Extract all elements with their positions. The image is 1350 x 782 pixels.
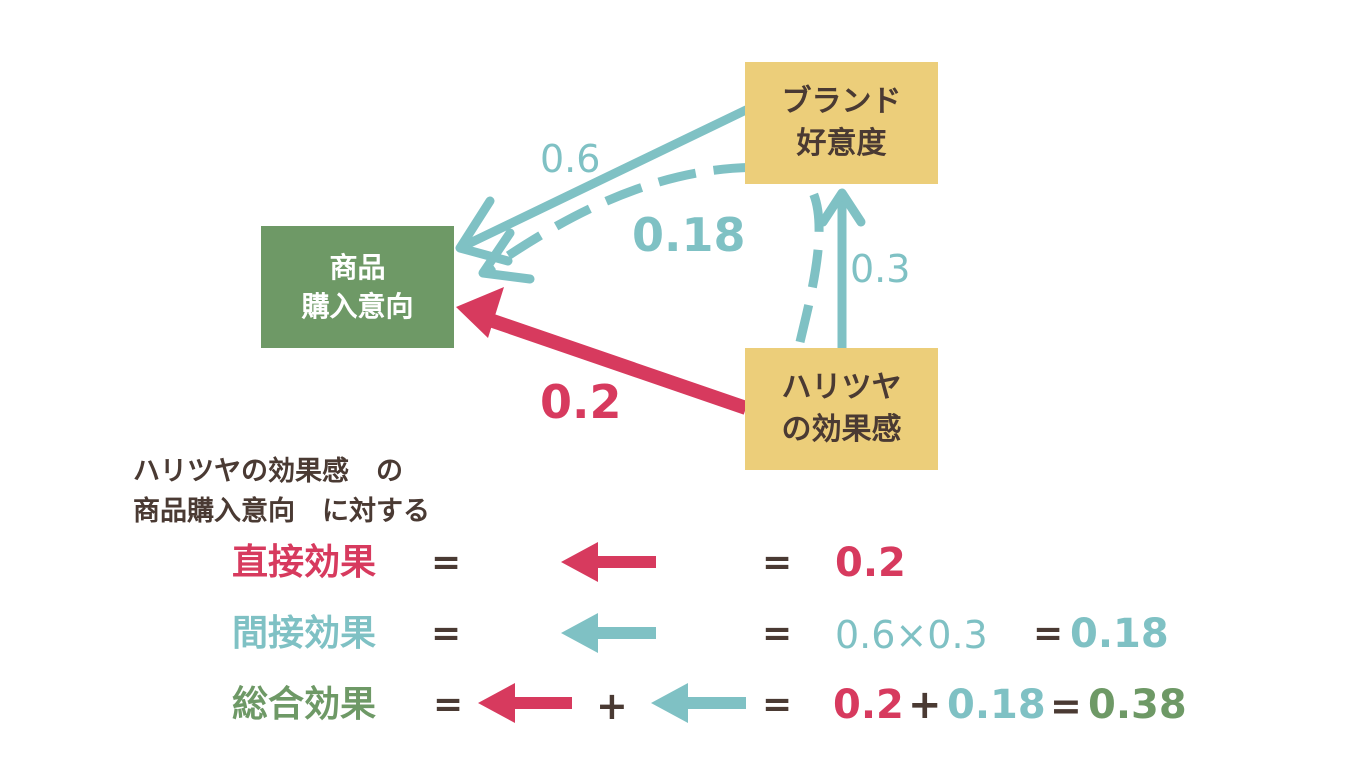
total-plus-2: + <box>908 682 942 728</box>
node-harituya-line1: ハリツヤ <box>781 370 902 405</box>
label-indirect-effect: 間接効果 <box>232 613 377 654</box>
edge-label-0-18: 0.18 <box>632 208 746 262</box>
indirect-value: 0.18 <box>1070 611 1169 657</box>
arrowhead-indirect <box>478 228 535 284</box>
eq-arrow-direct-red <box>561 542 656 582</box>
total-equals-3: = <box>1050 684 1082 728</box>
indirect-equals-1: = <box>431 613 462 654</box>
indirect-equals-3: = <box>1033 613 1064 654</box>
edge-label-0-6: 0.6 <box>540 137 601 181</box>
total-equals-2: = <box>762 684 793 725</box>
node-brand-line1: ブランド <box>781 84 902 119</box>
eq-arrow-total-teal <box>651 683 746 723</box>
label-direct-effect: 直接効果 <box>232 542 377 583</box>
node-harituya-effect: ハリツヤ の効果感 <box>745 348 938 470</box>
eq-arrow-total-red <box>478 683 572 723</box>
direct-equals-2: = <box>762 542 793 583</box>
caption-line1: ハリツヤの効果感 の <box>133 456 403 487</box>
node-brand-line2: 好意度 <box>796 126 887 161</box>
node-purchase-line2: 購入意向 <box>301 290 414 323</box>
total-value-direct: 0.2 <box>833 682 904 728</box>
edge-label-0-3: 0.3 <box>850 247 911 291</box>
node-purchase-intent: 商品 購入意向 <box>261 226 454 348</box>
arrow-brand-to-purchase <box>465 105 751 248</box>
arrowhead-direct <box>456 287 504 338</box>
direct-equals-1: = <box>431 542 462 583</box>
caption-line2: 商品購入意向 に対する <box>133 496 430 527</box>
edge-label-0-2: 0.2 <box>540 375 622 429</box>
indirect-expression: 0.6×0.3 <box>835 613 988 657</box>
total-value: 0.38 <box>1088 682 1187 728</box>
label-total-effect: 総合効果 <box>232 684 377 725</box>
node-purchase-line1: 商品 <box>329 250 386 284</box>
total-value-indirect: 0.18 <box>947 682 1046 728</box>
arrowhead-harituya-to-brand <box>818 188 866 227</box>
total-equals-1: = <box>433 684 464 725</box>
indirect-equals-2: = <box>762 613 793 654</box>
direct-value: 0.2 <box>835 540 906 586</box>
arrow-direct <box>487 313 749 415</box>
node-harituya-line2: の効果感 <box>781 412 902 447</box>
eq-arrow-indirect-teal <box>561 613 656 653</box>
total-plus-1: + <box>596 684 628 728</box>
node-brand-favorability: ブランド 好意度 <box>745 62 938 184</box>
